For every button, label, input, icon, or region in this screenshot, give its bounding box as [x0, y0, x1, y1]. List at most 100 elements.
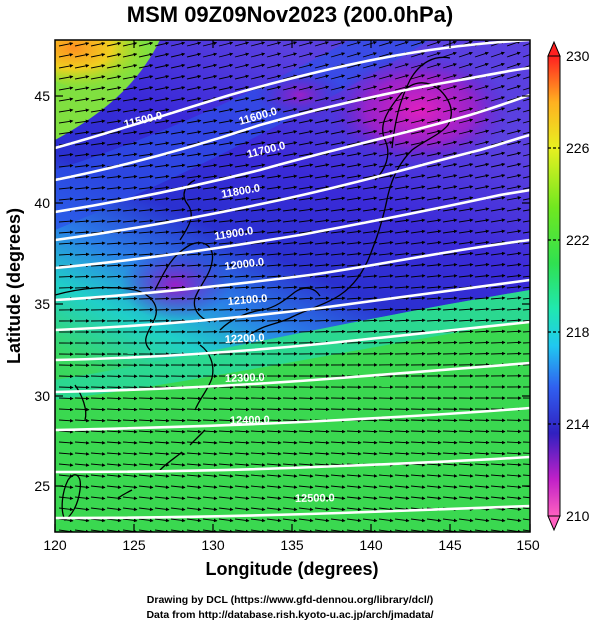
wind-vector: [250, 130, 266, 135]
wind-vector: [122, 518, 138, 523]
wind-vector: [106, 407, 122, 412]
wind-vector: [458, 496, 474, 500]
wind-vector: [154, 285, 170, 290]
wind-vector: [266, 507, 282, 512]
wind-vector: [506, 107, 522, 113]
wind-vector: [330, 318, 346, 323]
wind-vector: [346, 96, 362, 102]
wind-vector: [106, 219, 122, 223]
wind-vector: [346, 496, 362, 500]
wind-vector: [138, 86, 154, 91]
wind-vector: [442, 140, 458, 146]
wind-vector: [154, 518, 170, 523]
wind-vector: [138, 418, 154, 423]
wind-vector: [250, 152, 266, 157]
contour-label-12100: 12100.0: [227, 293, 268, 308]
wind-vector: [474, 307, 490, 311]
wind-vector: [314, 407, 330, 412]
wind-vector: [106, 463, 122, 467]
wind-vector: [410, 196, 426, 201]
wind-vector: [234, 452, 250, 456]
wind-vector: [362, 296, 378, 301]
wind-vector: [202, 74, 218, 80]
wind-vector: [426, 129, 442, 135]
wind-vector: [138, 452, 154, 456]
wind-vector: [122, 463, 138, 467]
wind-vector: [442, 307, 458, 312]
wind-vector: [522, 342, 530, 344]
wind-vector: [490, 474, 506, 478]
wind-vector: [58, 441, 74, 445]
wind-vector: [506, 507, 522, 512]
wind-vector: [362, 429, 378, 434]
wind-vector: [314, 263, 330, 267]
wind-vector: [378, 307, 394, 312]
wind-vector: [90, 108, 106, 113]
wind-vector: [74, 152, 90, 157]
wind-vector: [362, 418, 378, 423]
wind-vector: [330, 240, 346, 245]
wind-vector: [266, 74, 282, 80]
wind-vector: [298, 429, 314, 434]
wind-vector: [106, 507, 122, 512]
wind-vector: [442, 474, 458, 478]
wind-vector: [90, 152, 106, 157]
wind-vector: [490, 318, 506, 323]
wind-vector: [506, 185, 522, 190]
wind-vector: [298, 296, 314, 301]
wind-vector: [282, 429, 298, 434]
wind-vector: [266, 41, 282, 47]
wind-vector: [298, 207, 314, 212]
wind-vector: [106, 452, 122, 456]
wind-vector: [362, 485, 378, 489]
wind-vector: [154, 174, 170, 179]
wind-vector: [346, 141, 362, 146]
wind-vector: [442, 440, 458, 445]
wind-vector: [218, 241, 234, 245]
wind-vector: [314, 474, 330, 478]
wind-vector: [282, 85, 298, 91]
wind-vector: [298, 229, 314, 234]
wind-vector: [474, 351, 490, 356]
wind-vector: [330, 229, 346, 234]
wind-vector: [378, 85, 394, 91]
wind-vector: [378, 429, 394, 434]
height-contours: [55, 40, 530, 520]
wind-vector: [346, 440, 362, 445]
wind-vector: [410, 74, 426, 80]
wind-vector: [490, 129, 506, 135]
wind-vector: [250, 263, 266, 267]
wind-vector: [170, 119, 186, 124]
wind-vector: [426, 229, 442, 234]
wind-vector: [202, 429, 218, 434]
wind-vector: [122, 185, 138, 190]
wind-vector: [122, 108, 138, 113]
wind-vector: [90, 485, 106, 489]
wind-vector: [458, 196, 474, 201]
wind-vector: [106, 152, 122, 157]
wind-vector: [250, 296, 266, 301]
wind-vector: [138, 252, 154, 257]
wind-vector: [474, 151, 490, 157]
wind-vector: [490, 151, 506, 157]
wind-vector: [250, 440, 266, 445]
wind-vector: [410, 307, 426, 312]
wind-vector: [90, 241, 106, 246]
wind-vector: [394, 63, 409, 69]
wind-vector: [426, 307, 442, 312]
wind-vector: [106, 208, 122, 212]
wind-vector: [282, 185, 298, 190]
wind-vector: [458, 451, 474, 456]
wind-vector: [90, 518, 106, 523]
wind-vector: [426, 96, 442, 102]
wind-vector: [74, 385, 90, 390]
wind-vector: [522, 463, 530, 465]
wind-vector: [426, 474, 442, 478]
wind-vector: [154, 219, 170, 223]
wind-vector: [442, 518, 458, 523]
wind-vector: [138, 429, 154, 434]
wind-vector: [154, 86, 170, 91]
wind-vector: [442, 74, 457, 80]
wind-vector: [426, 185, 442, 190]
